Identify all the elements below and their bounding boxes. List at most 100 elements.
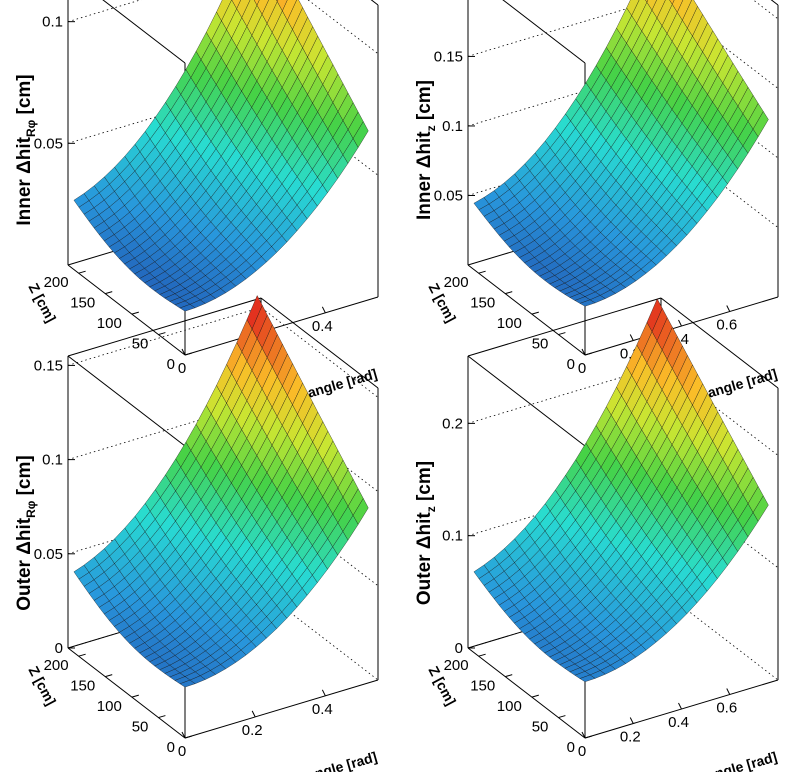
surface-cell (231, 0, 241, 10)
y-tick (184, 735, 193, 739)
y-tick (505, 674, 513, 678)
x-tick (678, 702, 682, 710)
y-tick (78, 653, 86, 657)
z-axis-label-part: Inner Δhit (14, 136, 35, 225)
y-tick (158, 715, 166, 719)
y-tick-label: 150 (70, 295, 95, 312)
z-tick-label: 0.05 (34, 135, 63, 152)
y-tick-label: 200 (44, 657, 69, 674)
y-tick-label: 100 (97, 698, 122, 715)
x-tick (181, 731, 186, 739)
y-tick-label: 0 (567, 739, 575, 756)
z-axis-label-part: [cm] (14, 74, 35, 119)
box-top-right (660, 297, 779, 389)
x-axis-label: Crossing angle [rad] (244, 749, 379, 772)
x-tick-label: 0.4 (312, 701, 333, 718)
z-tick-label: 0.15 (434, 48, 463, 65)
z-axis-label-part: Rφ (24, 500, 38, 518)
x-tick-label: 0.4 (668, 714, 689, 731)
z-axis-label-part: z (424, 506, 438, 512)
x-tick (321, 306, 326, 314)
chart-panel-3: 00.20.405010015020000.050.10.15Crossing … (14, 295, 379, 772)
z-axis-label: Outer ΔhitRφ [cm] (14, 455, 38, 610)
x-tick-label: 0.4 (312, 318, 333, 335)
x-tick-label: 0 (578, 360, 586, 377)
y-tick-label: 50 (132, 719, 149, 736)
box-top-left (502, 0, 586, 64)
y-tick-label: 50 (532, 719, 549, 736)
y-tick-label: 50 (132, 336, 149, 353)
z-tick-label: 0 (55, 640, 63, 657)
surface (473, 298, 769, 682)
z-axis-label-part: Outer Δhit (414, 512, 435, 605)
z-axis-label: Outer Δhitz [cm] (414, 461, 438, 605)
z-axis-label: Inner ΔhitRφ [cm] (14, 74, 38, 225)
x-tick-label: 0 (178, 743, 186, 760)
x-tick (581, 731, 586, 739)
y-tick (184, 352, 193, 356)
x-tick-label: 0 (578, 743, 586, 760)
y-axis (467, 264, 586, 356)
x-tick (726, 688, 731, 695)
x-tick (581, 348, 586, 356)
surface (73, 295, 369, 688)
z-tick-label: 0.15 (34, 357, 63, 374)
y-tick-label: 50 (532, 336, 549, 353)
y-tick (558, 332, 566, 336)
y-tick-label: 0 (167, 739, 175, 756)
x-axis (184, 296, 379, 356)
z-axis-label-part: Outer Δhit (14, 517, 35, 610)
y-tick (131, 311, 139, 315)
surface-cell (645, 0, 649, 3)
y-tick (478, 270, 486, 274)
y-tick (131, 694, 139, 698)
z-tick-label: 0.1 (442, 118, 463, 135)
z-axis-label-part: Inner Δhit (414, 131, 435, 220)
surface-cell (672, 0, 684, 13)
x-tick (251, 710, 256, 718)
surface-cell (352, 121, 369, 148)
surface-cell (256, 0, 269, 15)
x-tick (629, 334, 634, 341)
z-axis-label-part: [cm] (414, 461, 435, 506)
y-tick (584, 352, 593, 356)
z-tick-label: 0.2 (442, 415, 463, 432)
x-tick (726, 305, 731, 312)
z-axis-label: Inner Δhitz [cm] (414, 80, 438, 220)
z-axis-label-part: Rφ (24, 119, 38, 137)
chart-panel-2: 00.20.40.60501001502000.050.10.150.2Dip … (414, 0, 779, 408)
box-top-left (102, 0, 186, 64)
z-tick-label: 0.1 (42, 14, 63, 31)
y-tick (78, 270, 86, 274)
y-tick-label: 100 (497, 315, 522, 332)
y-tick (584, 735, 593, 739)
surface (473, 0, 769, 307)
y-tick (158, 332, 166, 336)
box-top-left (467, 355, 586, 447)
y-axis (467, 647, 586, 739)
y-tick-label: 0 (167, 356, 175, 373)
surface-cell (277, 0, 288, 12)
x-tick-label: 0.6 (716, 700, 737, 717)
y-axis (67, 647, 186, 739)
surface-cell (752, 495, 769, 522)
x-axis (184, 679, 379, 739)
y-tick-label: 100 (97, 315, 122, 332)
x-tick-label: 0.2 (242, 722, 263, 739)
x-tick (629, 717, 634, 724)
z-axis-label-part: [cm] (14, 455, 35, 500)
x-tick-label: 0 (178, 360, 186, 377)
x-tick (321, 689, 326, 697)
y-tick (105, 674, 113, 678)
y-tick (505, 291, 513, 295)
y-tick-label: 100 (497, 698, 522, 715)
y-tick-label: 200 (444, 657, 469, 674)
z-tick-label: 0.05 (434, 187, 463, 204)
y-tick (531, 694, 539, 698)
y-tick-label: 0 (567, 356, 575, 373)
surface-cell (752, 111, 769, 138)
y-tick (105, 291, 113, 295)
surface-cell (669, 0, 675, 5)
y-tick-label: 150 (470, 295, 495, 312)
